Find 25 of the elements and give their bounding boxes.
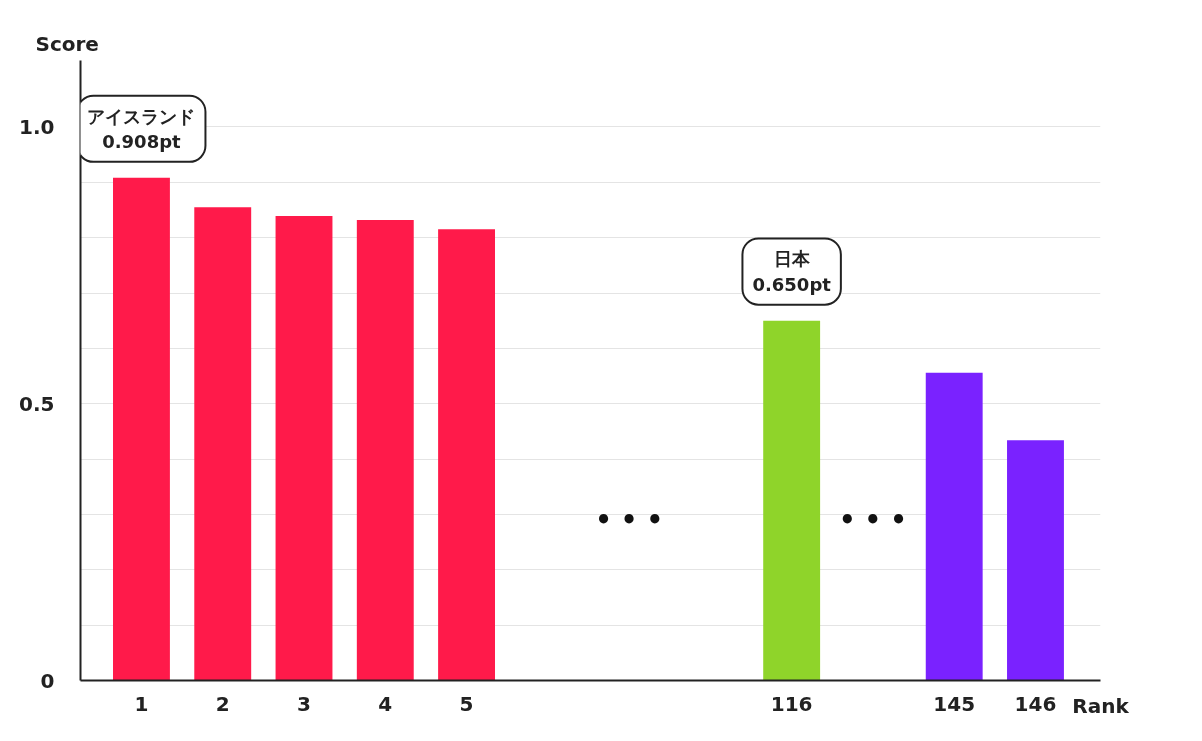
x-tick-label: 4: [378, 691, 393, 716]
bar: [194, 207, 252, 681]
annotation: • • •: [838, 504, 907, 535]
x-tick-label: 3: [297, 691, 311, 716]
annotation: • • •: [595, 504, 664, 535]
data-label: アイスランド 0.908pt: [87, 105, 196, 152]
y-axis-title: Score: [35, 31, 99, 56]
y-tick-label: 0: [40, 668, 55, 693]
x-tick-label: 145: [933, 691, 976, 716]
x-tick-label: 1: [134, 691, 149, 716]
bar: [113, 177, 170, 681]
bar: [925, 372, 983, 681]
x-tick-label: 116: [770, 691, 813, 716]
bar: [275, 216, 333, 681]
y-tick-label: 0.5: [19, 391, 55, 416]
bar: [438, 229, 495, 681]
x-tick-label: 2: [215, 691, 230, 716]
x-tick-label: 146: [1014, 691, 1057, 716]
bar: [1007, 440, 1064, 681]
data-label: 日本 0.650pt: [752, 248, 832, 295]
bar: [356, 219, 414, 681]
x-axis-title: Rank: [1072, 693, 1130, 718]
x-tick-label: 5: [459, 691, 474, 716]
bar: [763, 320, 821, 681]
y-tick-label: 1.0: [19, 114, 55, 139]
